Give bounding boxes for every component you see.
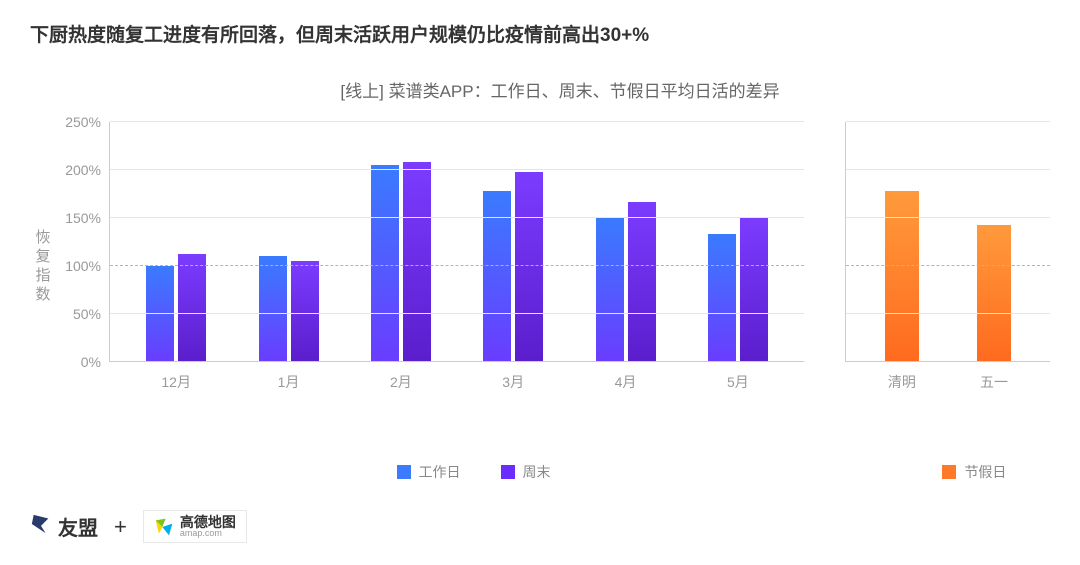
bar-group <box>948 225 1040 362</box>
legend-main: 工作日 周末 <box>397 462 551 482</box>
ytick: 150% <box>65 210 101 226</box>
bar <box>259 256 287 362</box>
footer-logos: 友盟 + 高德地图 amap.com <box>30 510 247 543</box>
amap-logo: 高德地图 amap.com <box>143 510 247 543</box>
ytick: 50% <box>73 306 101 322</box>
xlabel: 2月 <box>345 372 457 392</box>
page-title: 下厨热度随复工进度有所回落，但周末活跃用户规模仍比疫情前高出30+% <box>30 20 1050 47</box>
legend-item: 工作日 <box>397 462 461 482</box>
xlabel: 5月 <box>682 372 794 392</box>
bar <box>515 172 543 362</box>
bar <box>740 218 768 362</box>
legend-label: 周末 <box>523 462 551 482</box>
xlabel: 五一 <box>948 372 1040 392</box>
gridline <box>846 121 1050 122</box>
amap-icon <box>154 517 174 537</box>
bar <box>403 162 431 362</box>
legend-swatch <box>397 465 411 479</box>
bar-group <box>569 202 681 362</box>
legend-label: 节假日 <box>964 462 1006 482</box>
amap-cn: 高德地图 <box>180 515 236 529</box>
umeng-icon <box>30 513 52 541</box>
gridline <box>110 313 804 314</box>
bar-group <box>120 254 232 362</box>
bar <box>708 234 736 362</box>
ytick: 200% <box>65 162 101 178</box>
bar-group <box>682 218 794 362</box>
ytick: 100% <box>65 258 101 274</box>
legend-item: 周末 <box>501 462 551 482</box>
legend-label: 工作日 <box>419 462 461 482</box>
yaxis-ticks: 0%50%100%150%200%250% <box>54 122 109 362</box>
legend-swatch <box>501 465 515 479</box>
xlabel: 1月 <box>232 372 344 392</box>
yaxis-label: 恢复指数 <box>30 122 54 412</box>
legend-item: 节假日 <box>942 462 1006 482</box>
legend-side: 节假日 <box>942 462 1006 482</box>
bar <box>178 254 206 362</box>
chart-subtitle: [线上] 菜谱类APP：工作日、周末、节假日平均日活的差异 <box>70 77 1050 102</box>
legend-swatch <box>942 465 956 479</box>
bar <box>371 165 399 362</box>
umeng-text: 友盟 <box>58 512 98 541</box>
gridline <box>110 265 804 266</box>
bar <box>596 218 624 362</box>
xlabel: 4月 <box>569 372 681 392</box>
gridline <box>846 265 1050 266</box>
bar <box>146 266 174 362</box>
bar <box>628 202 656 362</box>
bar-group <box>345 162 457 362</box>
bar-group <box>232 256 344 362</box>
legend: 工作日 周末 节假日 <box>30 462 1050 486</box>
main-plot: 12月1月2月3月4月5月 <box>109 122 804 362</box>
ytick: 250% <box>65 114 101 130</box>
gridline <box>846 169 1050 170</box>
gridline <box>846 313 1050 314</box>
gridline <box>110 169 804 170</box>
chart-area: 恢复指数 0%50%100%150%200%250% 12月1月2月3月4月5月… <box>30 122 1050 412</box>
umeng-logo: 友盟 <box>30 512 98 541</box>
side-plot: 清明五一 <box>845 122 1050 362</box>
xlabel: 3月 <box>457 372 569 392</box>
plus-sign: + <box>114 514 127 540</box>
ytick: 0% <box>81 354 101 370</box>
bar <box>977 225 1011 362</box>
bar-group <box>457 172 569 362</box>
gridline <box>846 217 1050 218</box>
xlabel: 清明 <box>856 372 948 392</box>
bar <box>291 261 319 362</box>
gridline <box>110 217 804 218</box>
amap-en: amap.com <box>180 529 236 538</box>
xlabel: 12月 <box>120 372 232 392</box>
gridline <box>110 121 804 122</box>
